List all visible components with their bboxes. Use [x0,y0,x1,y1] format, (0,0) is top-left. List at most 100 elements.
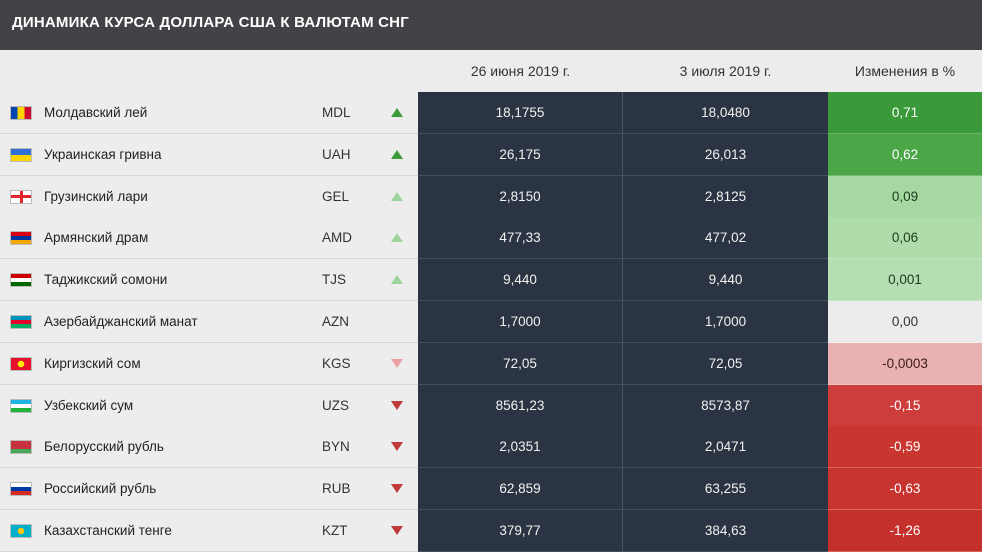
currency-cell: Грузинский лари GEL [0,175,418,218]
change-percent: -0,59 [828,426,982,469]
table-header: 26 июня 2019 г. 3 июля 2019 г. Изменения… [0,50,982,92]
rate-date-2: 18,0480 [623,92,828,134]
ukraine-flag-icon [10,147,32,162]
arrow-up-icon [391,233,403,243]
table-row: Белорусский рубль BYN 2,0351 2,0471 -0,59 [0,426,982,469]
change-percent: 0,00 [828,301,982,343]
kyrgyzstan-flag-icon [10,356,32,371]
change-percent: -0,63 [828,468,982,511]
header-change: Изменения в % [854,63,956,79]
currency-code: KZT [322,523,348,538]
currency-code: AZN [322,314,349,329]
currency-cell: Азербайджанский манат AZN [0,301,418,343]
table-row: Украинская гривна UAH 26,175 26,013 0,62 [0,133,982,176]
table-row: Молдавский лей MDL 18,1755 18,0480 0,71 [0,92,982,134]
currency-code: UAH [322,146,351,162]
currency-name: Казахстанский тенге [44,523,172,538]
currency-name: Российский рубль [44,481,157,497]
currency-name: Украинская гривна [44,146,162,162]
currency-code: AMD [322,230,352,246]
rate-date-2: 2,8125 [623,175,828,218]
tajikistan-flag-icon [10,273,32,288]
rate-date-2: 72,05 [623,342,828,385]
header-date-1: 26 июня 2019 г. [470,63,571,79]
currency-code: GEL [322,188,350,204]
belarus-flag-icon [10,440,32,455]
arrow-up-icon [391,191,403,201]
rate-date-1: 62,859 [418,468,623,511]
currency-name: Азербайджанский манат [44,314,198,329]
rate-date-1: 26,175 [418,133,623,176]
currency-code: KGS [322,355,351,371]
change-percent: 0,09 [828,175,982,218]
rate-date-1: 2,8150 [418,175,623,218]
rate-date-1: 477,33 [418,217,623,260]
rate-date-1: 72,05 [418,342,623,385]
rate-date-2: 1,7000 [623,301,828,343]
uzbekistan-flag-icon [10,398,32,413]
currency-cell: Узбекский сум UZS [0,384,418,427]
rate-date-2: 2,0471 [623,426,828,469]
currency-name: Армянский драм [44,230,149,246]
kazakhstan-flag-icon [10,524,32,538]
header-date-2: 3 июля 2019 г. [679,63,772,79]
rate-date-1: 1,7000 [418,301,623,343]
rate-date-2: 26,013 [623,133,828,176]
arrow-down-icon [391,526,403,535]
change-percent: -0,0003 [828,342,982,385]
rate-date-2: 9,440 [623,259,828,302]
rate-date-2: 384,63 [623,510,828,552]
currency-cell: Украинская гривна UAH [0,133,418,176]
change-percent: 0,06 [828,217,982,260]
rate-date-1: 2,0351 [418,426,623,469]
rate-date-2: 63,255 [623,468,828,511]
currency-cell: Молдавский лей MDL [0,92,418,134]
currency-cell: Казахстанский тенге KZT [0,510,418,552]
rate-date-1: 8561,23 [418,384,623,427]
table-row: Грузинский лари GEL 2,8150 2,8125 0,09 [0,175,982,218]
change-percent: 0,001 [828,259,982,302]
currency-cell: Российский рубль RUB [0,468,418,511]
rate-date-1: 9,440 [418,259,623,302]
arrow-down-icon [391,358,403,368]
table-row: Таджикский сомони TJS 9,440 9,440 0,001 [0,259,982,302]
arrow-up-icon [391,275,403,285]
arrow-up-icon [391,149,403,159]
currency-cell: Армянский драм AMD [0,217,418,260]
currency-code: UZS [322,397,349,413]
rate-date-1: 379,77 [418,510,623,552]
currency-cell: Таджикский сомони TJS [0,259,418,302]
moldova-flag-icon [10,106,32,120]
currency-name: Киргизский сом [44,355,141,371]
table-row: Азербайджанский манат AZN 1,7000 1,7000 0,00 [0,301,982,343]
currency-name: Узбекский сум [44,397,134,413]
currency-name: Молдавский лей [44,105,148,120]
change-percent: 0,71 [828,92,982,134]
currency-code: TJS [322,272,347,288]
table-row: Киргизский сом KGS 72,05 72,05 -0,0003 [0,342,982,385]
russia-flag-icon [10,482,32,497]
table-row: Армянский драм AMD 477,33 477,02 0,06 [0,217,982,260]
currency-cell: Белорусский рубль BYN [0,426,418,469]
change-percent: 0,62 [828,133,982,176]
currency-code: RUB [322,481,351,497]
currency-name: Грузинский лари [44,188,148,204]
georgia-flag-icon [10,189,32,204]
table-row: Казахстанский тенге KZT 379,77 384,63 -1,26 [0,510,982,552]
arrow-down-icon [391,400,403,410]
rate-date-2: 8573,87 [623,384,828,427]
arrow-down-icon [391,484,403,494]
table-row: Узбекский сум UZS 8561,23 8573,87 -0,15 [0,384,982,427]
arrow-down-icon [391,442,403,452]
title-bar: ДИНАМИКА КУРСА ДОЛЛАРА США К ВАЛЮТАМ СНГ [0,0,982,50]
rate-date-2: 477,02 [623,217,828,260]
currency-code: BYN [322,439,350,455]
rate-date-1: 18,1755 [418,92,623,134]
currency-name: Таджикский сомони [44,272,168,288]
page-title: ДИНАМИКА КУРСА ДОЛЛАРА США К ВАЛЮТАМ СНГ [12,14,409,31]
armenia-flag-icon [10,231,32,246]
azerbaijan-flag-icon [10,315,32,329]
currency-code: MDL [322,105,351,120]
table-row: Российский рубль RUB 62,859 63,255 -0,63 [0,468,982,511]
change-percent: -1,26 [828,510,982,552]
